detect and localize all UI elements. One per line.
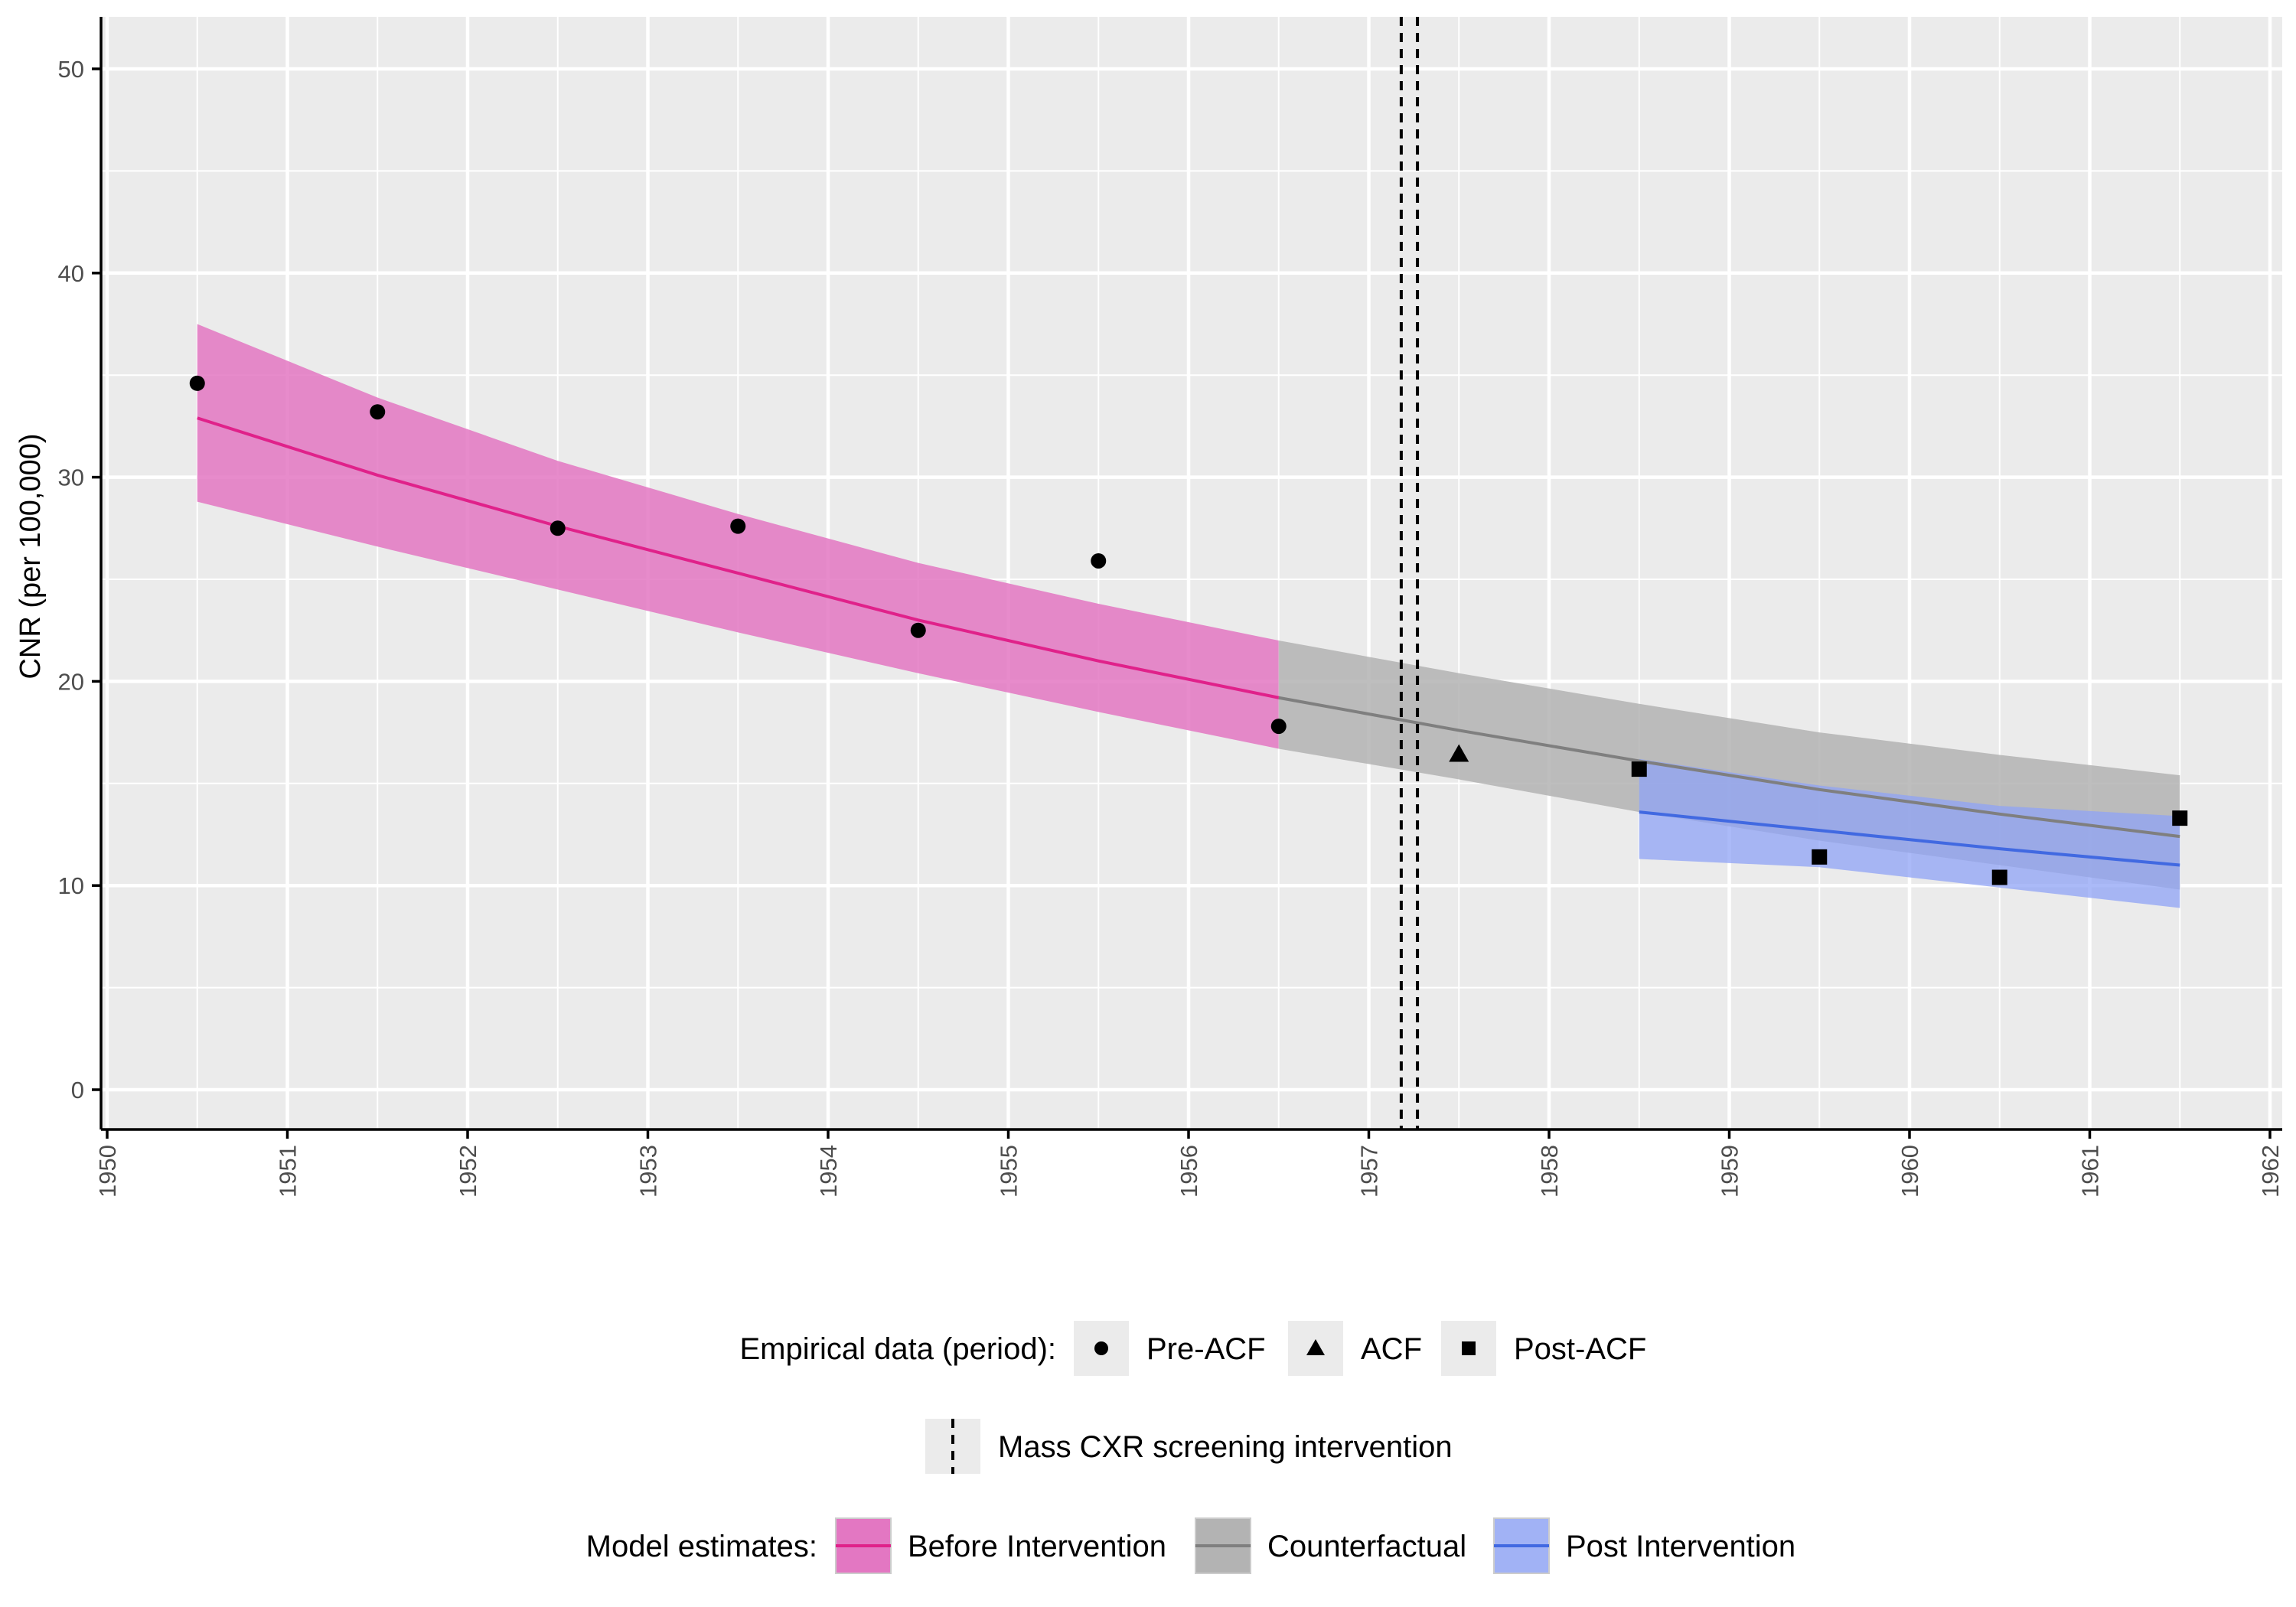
point-pre-acf xyxy=(1091,553,1107,569)
x-tick-label: 1956 xyxy=(1176,1145,1202,1198)
x-tick-label: 1952 xyxy=(455,1145,481,1198)
point-pre-acf xyxy=(730,518,746,534)
point-acf xyxy=(1449,744,1469,762)
point-pre-acf xyxy=(550,520,566,536)
point-pre-acf xyxy=(1270,719,1287,735)
model-lines xyxy=(197,416,2180,867)
legend-label-post-acf: Post-ACF xyxy=(1514,1332,1646,1366)
legend-label-pre-acf: Pre-ACF xyxy=(1146,1332,1266,1366)
line-before-intervention xyxy=(197,416,1280,699)
y-tick-label: 0 xyxy=(71,1077,84,1103)
point-pre-acf xyxy=(910,622,926,638)
x-tick-label: 1958 xyxy=(1536,1145,1563,1198)
y-tick-label: 10 xyxy=(58,872,84,899)
intervention-lines xyxy=(1399,17,1420,1129)
x-tick-label: 1960 xyxy=(1896,1145,1923,1198)
x-tick-label: 1954 xyxy=(815,1145,842,1198)
point-post-acf xyxy=(1991,869,2007,885)
x-tick-label: 1957 xyxy=(1356,1145,1383,1198)
ribbon-before-intervention xyxy=(197,324,1279,749)
line-counterfactual xyxy=(1278,696,2180,839)
x-tick-label: 1953 xyxy=(635,1145,662,1198)
x-tick-label: 1951 xyxy=(275,1145,302,1198)
panel-background xyxy=(101,17,2282,1129)
y-tick-label: 30 xyxy=(58,464,84,491)
axes: 0 10 20 30 40 50 1950 1951 1952 1953 1954 1955 1956 1… xyxy=(58,17,2284,1198)
y-axis-title: CNR (per 100,000) xyxy=(15,433,47,679)
point-post-acf xyxy=(1812,849,1828,865)
x-tick-label: 1961 xyxy=(2077,1145,2104,1198)
legend-circle-icon xyxy=(1094,1341,1108,1355)
legend-triangle-icon xyxy=(1306,1339,1325,1355)
legend-model-title: Model estimates: xyxy=(586,1530,817,1563)
x-tick-label: 1950 xyxy=(94,1145,121,1198)
x-tick-label: 1955 xyxy=(996,1145,1022,1198)
legend-label-before: Before Intervention xyxy=(908,1530,1166,1563)
confidence-ribbons xyxy=(197,324,2180,908)
legend-label-post: Post Intervention xyxy=(1566,1530,1795,1563)
plot-panel xyxy=(101,17,2282,1129)
x-tick-label: 1959 xyxy=(1717,1145,1743,1198)
y-tick-label: 40 xyxy=(58,260,84,287)
legend-label-acf: ACF xyxy=(1361,1332,1422,1366)
empirical-points xyxy=(189,375,2188,885)
legend-empirical-title: Empirical data (period): xyxy=(740,1332,1057,1366)
legend-square-icon xyxy=(1462,1341,1476,1355)
point-pre-acf xyxy=(189,375,205,391)
y-tick-label: 50 xyxy=(58,56,84,83)
point-pre-acf xyxy=(370,404,386,420)
point-post-acf xyxy=(2172,810,2188,826)
legend-label-counterfactual: Counterfactual xyxy=(1267,1530,1466,1563)
y-tick-label: 20 xyxy=(58,668,84,695)
line-post-intervention xyxy=(1639,810,2180,867)
ribbon-post-intervention xyxy=(1639,758,2180,908)
legend-label-intervention: Mass CXR screening intervention xyxy=(998,1430,1453,1464)
x-tick-label: 1962 xyxy=(2257,1145,2284,1198)
point-post-acf xyxy=(1631,761,1647,777)
legend: Empirical data (period): Pre-ACF ACF Pos… xyxy=(586,1321,1795,1574)
